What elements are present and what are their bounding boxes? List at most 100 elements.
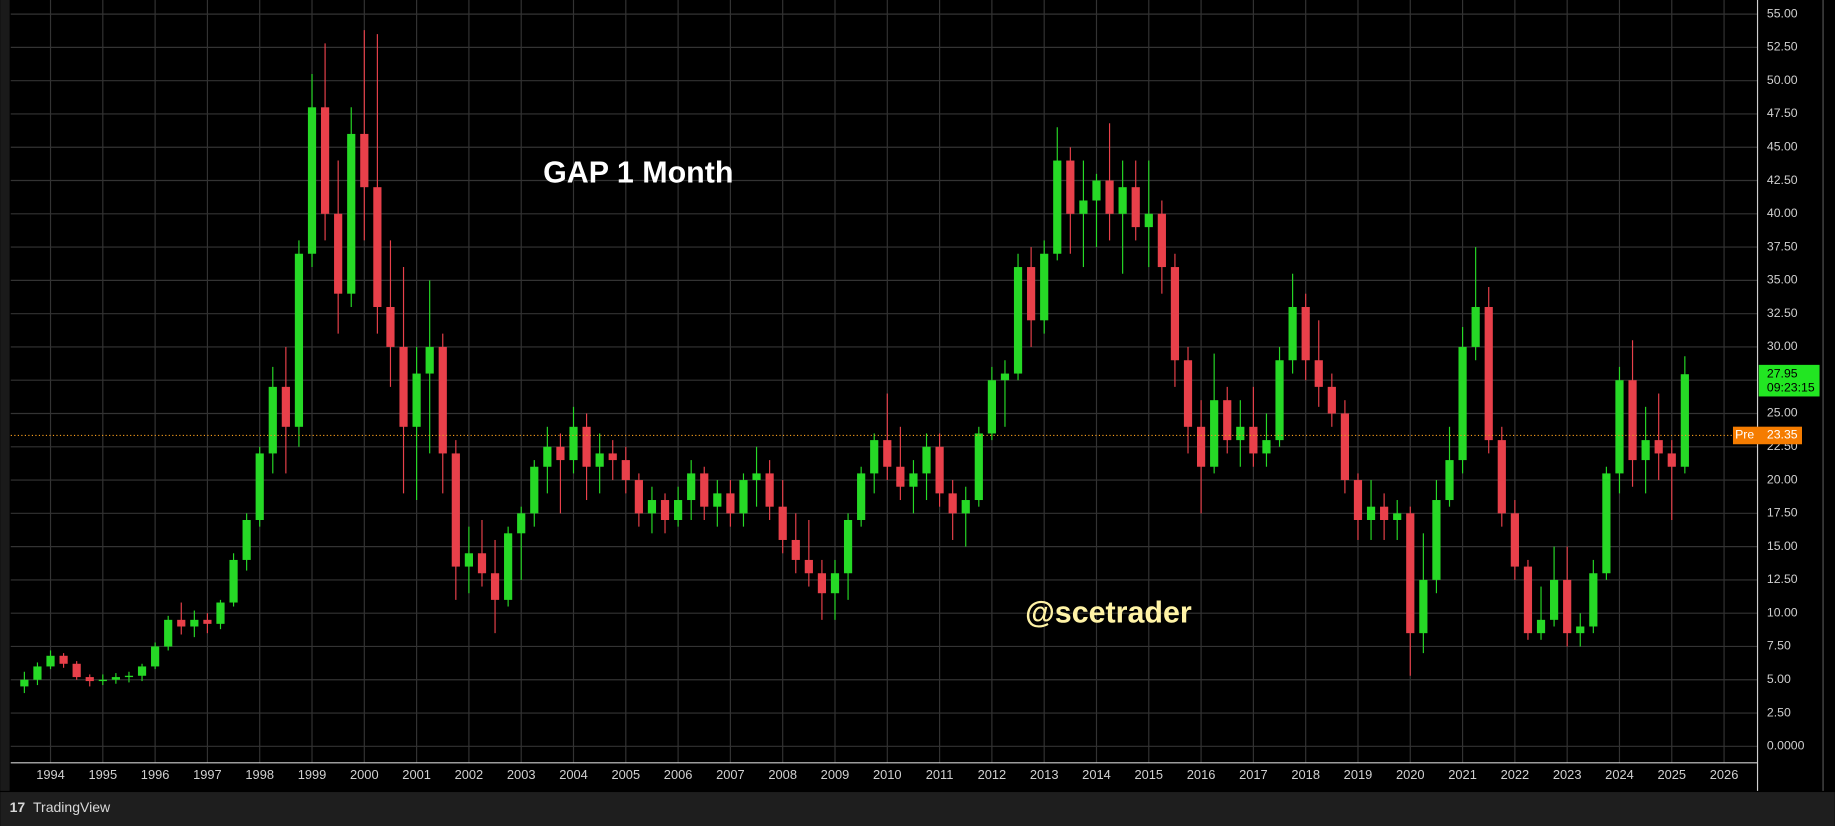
y-tick-label: 20.00 [1767,472,1798,486]
candle-body [843,519,853,574]
candle-body [477,553,487,574]
candle-body [765,473,774,507]
candle-body [1314,360,1323,387]
candle-body [1667,453,1676,467]
candle-body [1445,460,1454,501]
candle-body [1157,213,1166,268]
candle-body [1196,426,1206,467]
candle-body [399,346,408,427]
candle-body [320,107,330,214]
x-tick-label: 2004 [559,767,588,782]
candle-body [530,466,539,514]
premarket-tag: Pre [1735,428,1754,442]
candle-body [1536,619,1546,634]
candle-body [1432,500,1441,580]
candle-body [1249,426,1258,454]
candle-body [582,426,591,467]
candle-body [281,386,290,427]
last-price: 27.95 [1767,366,1798,380]
left-edge [0,0,10,791]
candle-body [1680,374,1689,467]
candle-body [1131,187,1140,228]
candle-body [556,446,565,461]
brand[interactable]: TradingView [33,799,111,815]
candle-body [111,677,120,680]
candle-body [1550,579,1559,620]
x-tick-label: 2016 [1187,767,1216,782]
candle-body [870,440,879,474]
premarket-price: 23.35 [1767,428,1798,442]
x-tick-label: 1998 [245,767,274,782]
y-tick-label: 42.50 [1767,173,1798,187]
candle-body [1563,579,1572,634]
x-tick-label: 2002 [455,767,484,782]
candle-body [425,346,434,374]
candle-body [373,187,382,307]
candle-body [268,386,277,454]
candle-body [59,655,68,664]
candle-body [1079,200,1088,214]
x-tick-label: 2017 [1239,767,1268,782]
candle-body [569,426,578,461]
candle-body [1027,267,1036,321]
candle-body [961,500,970,514]
y-tick-label: 17.50 [1767,506,1798,520]
candle-body [621,460,630,481]
y-tick-label: 25.00 [1767,406,1798,420]
candle-body [124,675,134,678]
candle-body [791,539,800,560]
candle-body [242,519,251,560]
candle-body [504,533,513,600]
candle-body [517,513,526,534]
candle-body [20,679,29,687]
candle-body [1105,180,1114,214]
y-tick-label: 35.00 [1767,273,1798,287]
brand-logo: 17 [10,799,26,815]
x-tick-label: 2000 [350,767,379,782]
candle-body [1092,180,1101,201]
x-tick-label: 1995 [89,767,118,782]
candle-body [229,559,238,603]
candle-body [1288,306,1297,361]
candle-body [987,380,996,434]
candle-body [1471,306,1480,347]
candle-body [386,306,395,347]
candle-body [412,373,421,427]
x-tick-label: 2023 [1553,767,1582,782]
candles [20,30,1689,694]
x-tick-label: 2024 [1605,767,1634,782]
countdown: 09:23:15 [1767,381,1815,395]
candle-body [1510,513,1519,567]
candle-body [177,619,186,627]
candle-body [778,506,787,540]
x-tick-label: 2021 [1448,767,1477,782]
candle-body [98,679,107,682]
x-tick-label: 2019 [1344,767,1373,782]
candle-body [687,473,696,501]
candle-body [307,107,317,254]
x-tick-label: 1996 [141,767,170,782]
x-tick-label: 2010 [873,767,902,782]
candle-body [1497,440,1506,514]
candle-body [1000,373,1010,381]
candle-body [804,559,813,574]
x-tick-label: 2001 [402,767,431,782]
candle-body [1327,386,1336,414]
candle-body [1589,573,1598,627]
candle-body [922,446,931,474]
candle-body [464,553,474,567]
x-tick-label: 2011 [926,767,954,782]
candle-body [1183,360,1193,427]
x-tick-label: 2013 [1030,767,1059,782]
candle-body [190,619,199,627]
candle-body [1654,440,1663,454]
candle-body [1602,473,1611,574]
candle-body [595,453,604,467]
candle-body [935,446,944,494]
candle-body [1419,579,1428,634]
candle-body [294,253,304,427]
x-tick-label: 2012 [978,767,1007,782]
x-tick-label: 2018 [1291,767,1320,782]
candle-body [334,213,343,294]
